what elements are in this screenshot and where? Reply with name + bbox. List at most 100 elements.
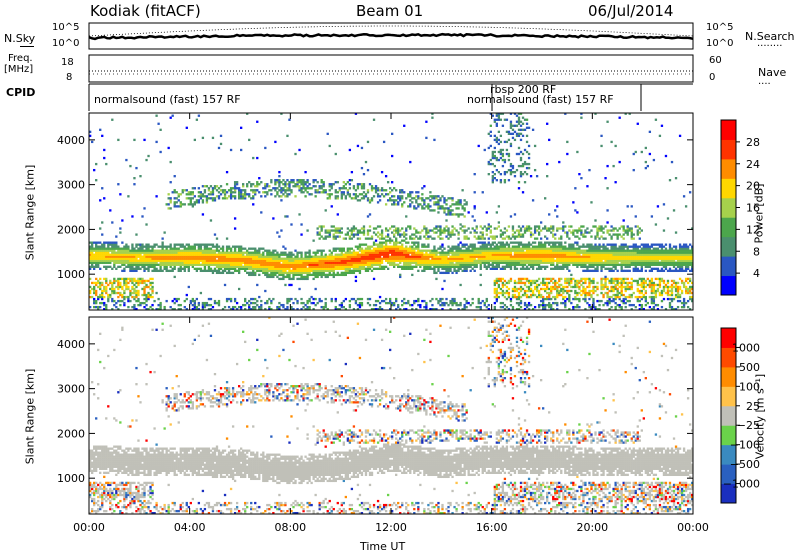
heatmap-cell (550, 261, 553, 264)
heatmap-cell (556, 291, 559, 295)
heatmap-cell (546, 287, 549, 291)
heatmap-cell (89, 291, 92, 295)
heatmap-cell (537, 233, 541, 236)
heatmap-cell (435, 259, 438, 262)
heatmap-cell (401, 249, 404, 252)
heatmap-cell (113, 253, 116, 256)
heatmap-cell (527, 257, 531, 260)
heatmap-cell (354, 269, 358, 273)
heatmap-cell (217, 263, 221, 266)
heatmap-cell (111, 118, 114, 121)
heatmap-cell (554, 243, 557, 246)
heatmap-cell (99, 227, 102, 230)
heatmap-cell (308, 265, 311, 268)
heatmap-cell (111, 267, 114, 270)
heatmap-cell (348, 263, 352, 266)
heatmap-cell (121, 287, 124, 291)
heatmap-cell (475, 261, 478, 264)
heatmap-cell (211, 269, 215, 273)
heatmap-cell (356, 259, 360, 262)
heatmap-cell (93, 299, 96, 303)
heatmap-cell (491, 249, 494, 252)
heatmap-cell (537, 231, 541, 234)
heatmap-cell (533, 293, 537, 297)
heatmap-cell (304, 195, 307, 198)
heatmap-cell (497, 261, 501, 264)
heatmap-cell (330, 297, 333, 301)
heatmap-cell (495, 289, 498, 293)
heatmap-cell (370, 253, 374, 256)
heatmap-cell (487, 162, 490, 166)
heatmap-cell (179, 253, 182, 256)
heatmap-cell (213, 199, 217, 202)
heatmap-cell (254, 247, 257, 250)
heatmap-cell (328, 189, 331, 192)
heatmap-cell (511, 235, 515, 238)
heatmap-cell (189, 251, 192, 254)
heatmap-cell (179, 249, 182, 252)
heatmap-cell (203, 301, 207, 305)
heatmap-cell (376, 299, 380, 303)
heatmap-cell (457, 255, 460, 258)
heatmap-cell (513, 249, 517, 252)
heatmap-cell (304, 303, 307, 307)
heatmap-cell (244, 259, 247, 262)
heatmap-cell (141, 261, 144, 264)
heatmap-cell (332, 265, 335, 268)
heatmap-cell (544, 307, 547, 311)
heatmap-cell (266, 273, 269, 277)
heatmap-cell (171, 191, 174, 194)
heatmap-cell (405, 267, 408, 270)
heatmap-cell (493, 146, 496, 150)
heatmap-cell (340, 305, 343, 309)
heatmap-cell (237, 267, 241, 270)
heatmap-cell (447, 265, 450, 268)
heatmap-cell (348, 187, 352, 190)
heatmap-cell (318, 191, 321, 194)
heatmap-cell (215, 195, 219, 198)
heatmap-cell (237, 245, 241, 248)
heatmap-cell (491, 156, 494, 160)
heatmap-cell (105, 285, 108, 289)
heatmap-cell (473, 255, 476, 258)
heatmap-cell (229, 247, 233, 250)
heatmap-cell (503, 255, 507, 258)
heatmap-cell (477, 257, 480, 260)
heatmap-cell (346, 265, 350, 268)
heatmap-cell (515, 229, 519, 232)
heatmap-cell (286, 271, 289, 275)
heatmap-cell (296, 253, 299, 256)
heatmap-cell (91, 261, 94, 264)
heatmap-cell (471, 263, 474, 266)
heatmap-cell (229, 265, 233, 268)
heatmap-cell (191, 299, 194, 303)
heatmap-cell (191, 205, 194, 208)
heatmap-cell (316, 191, 319, 194)
heatmap-cell (445, 225, 448, 228)
heatmap-cell (163, 265, 166, 268)
heatmap-cell (395, 203, 398, 206)
heatmap-cell (340, 253, 343, 256)
heatmap-cell (262, 251, 265, 254)
heatmap-cell (284, 283, 287, 287)
heatmap-cell (388, 255, 392, 258)
heatmap-cell (523, 267, 527, 270)
heatmap-cell (312, 307, 315, 311)
heatmap-cell (469, 263, 472, 266)
heatmap-cell (284, 185, 287, 188)
heatmap-cell (103, 241, 106, 244)
heatmap-cell (235, 301, 239, 305)
heatmap-cell (101, 187, 104, 190)
heatmap-cell (479, 301, 482, 305)
heatmap-cell (135, 269, 138, 273)
heatmap-cell (459, 303, 462, 307)
heatmap-cell (409, 227, 412, 230)
heatmap-cell (368, 213, 372, 216)
heatmap-cell (294, 195, 297, 198)
heatmap-cell (493, 134, 496, 138)
heatmap-cell (286, 189, 289, 192)
heatmap-cell (544, 225, 547, 228)
heatmap-cell (101, 295, 104, 299)
heatmap-cell (165, 257, 168, 260)
freq-tick-bottom: 8 (66, 72, 73, 83)
